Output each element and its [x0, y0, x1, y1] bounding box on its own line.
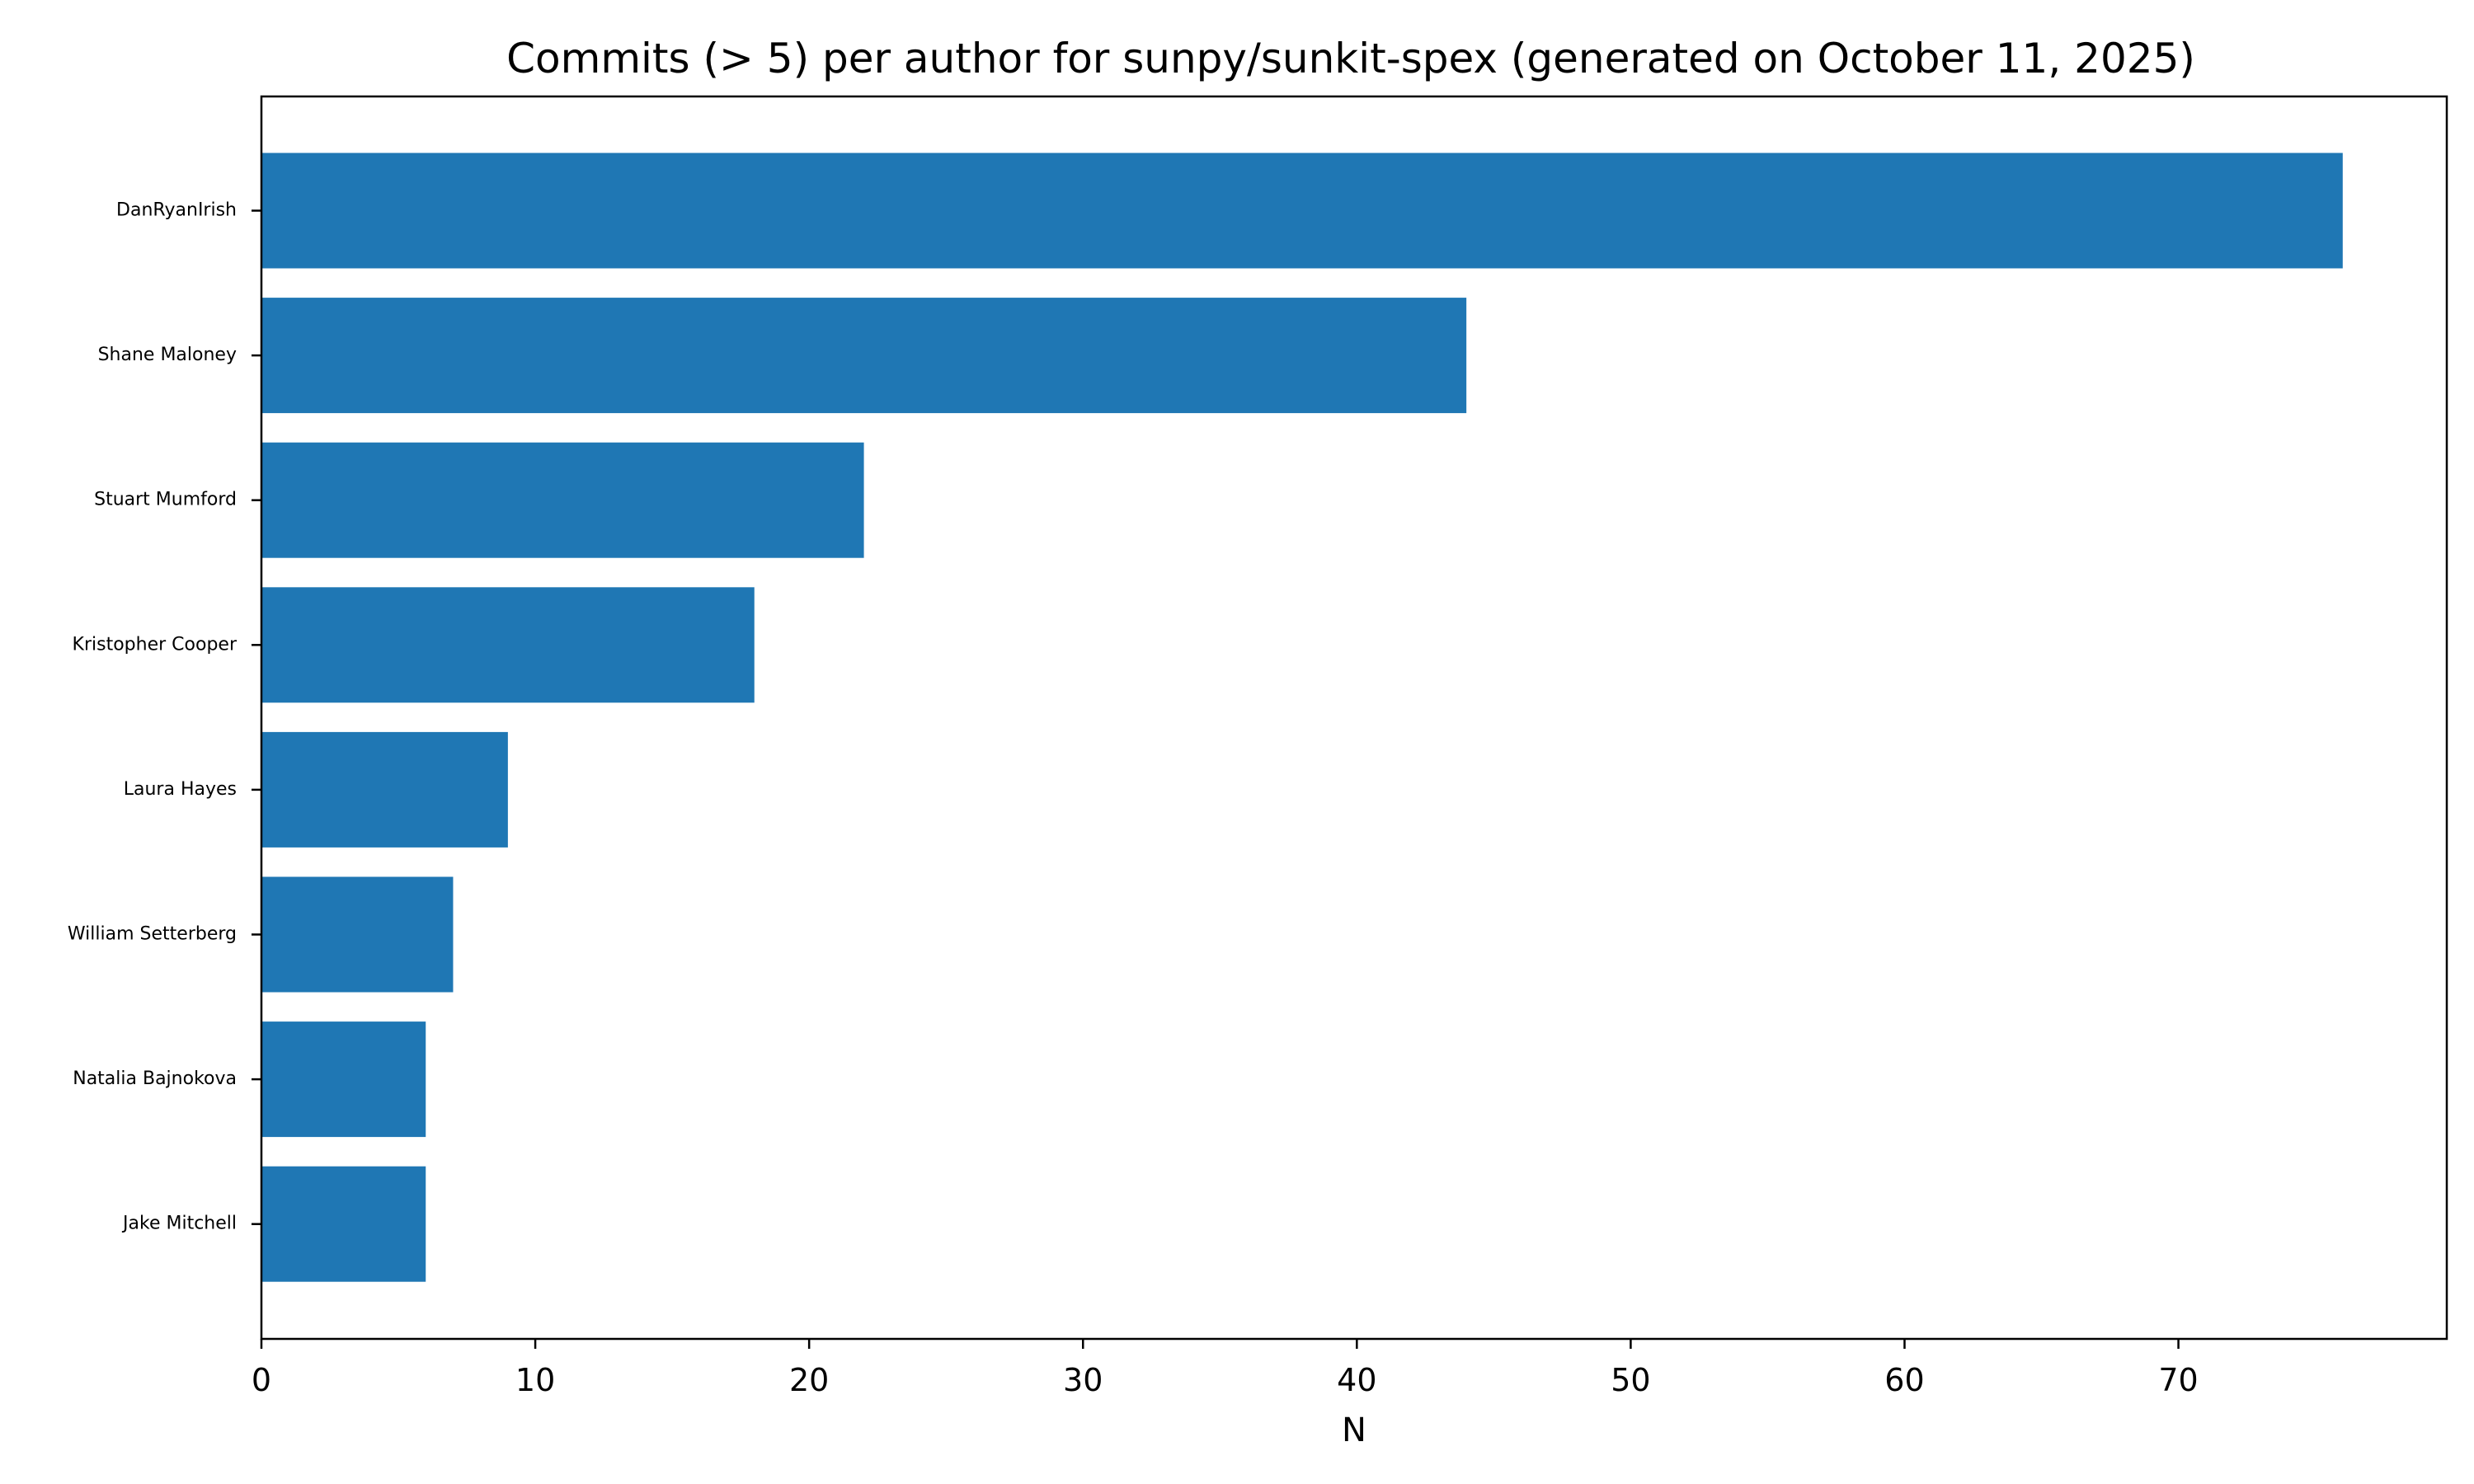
y-tick-label: Laura Hayes [124, 779, 237, 800]
x-tick-label: 60 [1884, 1362, 1924, 1398]
y-tick-label: William Setterberg [68, 924, 237, 945]
bar [261, 1166, 426, 1282]
plot-frame [260, 95, 2448, 1341]
y-axis: DanRyanIrish Shane Maloney Stuart Mumford K… [68, 200, 261, 1234]
y-tick-label: Shane Maloney [98, 345, 237, 365]
y-tick-label: Kristopher Cooper [73, 634, 238, 655]
x-axis: 0 10 20 30 40 50 60 70 [252, 1339, 2199, 1398]
x-tick-label: 40 [1337, 1362, 1376, 1398]
bar [261, 731, 508, 848]
bar [261, 442, 864, 558]
y-tick-label: Jake Mitchell [121, 1214, 237, 1234]
x-tick-label: 0 [252, 1362, 271, 1398]
bar [261, 876, 454, 993]
bar [261, 587, 755, 703]
y-tick-label: DanRyanIrish [116, 200, 237, 221]
bars-group [261, 153, 2343, 1282]
x-tick-label: 30 [1063, 1362, 1103, 1398]
bar [261, 298, 1467, 414]
bar [261, 153, 2343, 269]
x-tick-label: 10 [515, 1362, 555, 1398]
x-axis-label: N [1342, 1411, 1366, 1449]
chart-title: Commits (> 5) per author for sunpy/sunki… [506, 35, 2195, 82]
x-tick-label: 50 [1611, 1362, 1650, 1398]
y-tick-label: Natalia Bajnokova [73, 1068, 237, 1089]
y-tick-label: Stuart Mumford [94, 490, 237, 510]
x-tick-label: 70 [2158, 1362, 2198, 1398]
x-tick-label: 20 [789, 1362, 829, 1398]
bar [261, 1021, 426, 1138]
